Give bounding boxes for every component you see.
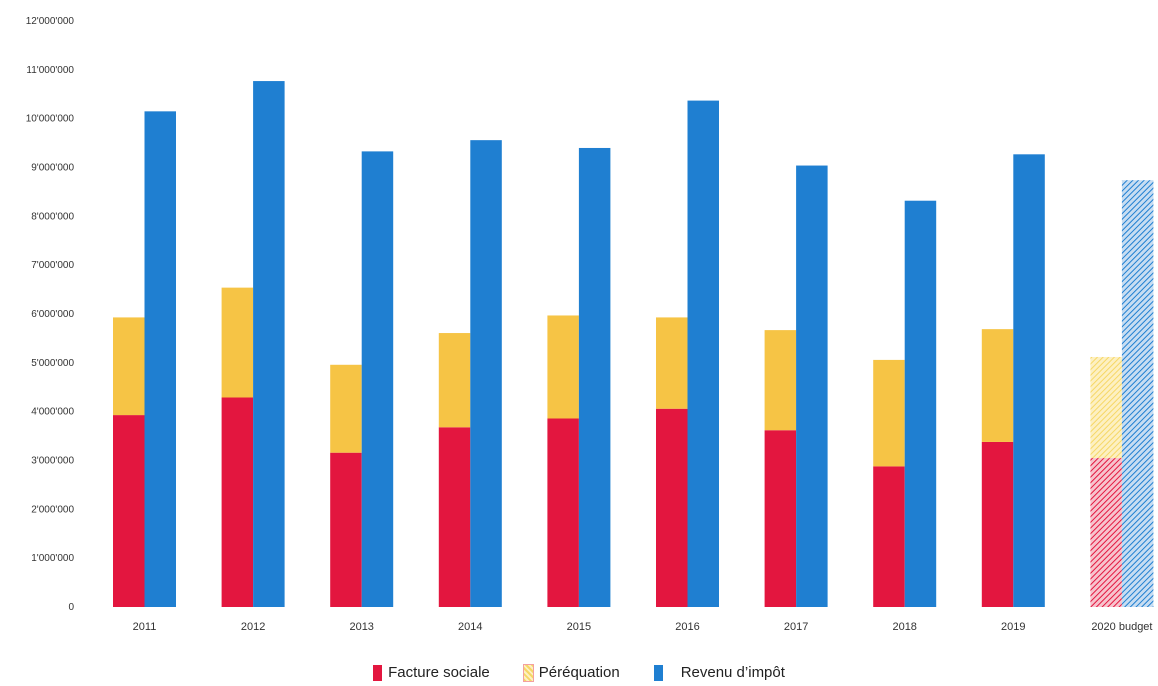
x-tick-label: 2015 — [567, 621, 591, 633]
bar-facture-sociale-2013 — [330, 452, 362, 607]
bar-revenu-impot-2012 — [253, 81, 285, 607]
legend-label-revenu-impot: Revenu d’impôt — [680, 664, 785, 681]
y-tick-label: 12'000'000 — [26, 16, 75, 27]
bar-revenu-impot-2015 — [578, 147, 611, 607]
bar-revenu-impot-2018 — [904, 200, 937, 607]
bar-perequation-2018 — [873, 359, 905, 467]
x-tick-label: 2016 — [675, 621, 699, 633]
y-axis: 0 1'000'000 2'000'000 3'000'000 4'000'000 5'0… — [26, 16, 75, 613]
legend-swatch-perequation — [522, 663, 534, 682]
bar-revenu-impot-2014 — [470, 140, 502, 608]
y-tick-label: 1'000'000 — [31, 553, 74, 564]
x-tick-label: 2017 — [784, 621, 808, 633]
legend: Facture sociale Péréquation Revenu d’imp… — [0, 663, 1158, 682]
y-tick-label: 11'000'000 — [26, 65, 74, 76]
legend-item-facture-sociale: Facture sociale — [373, 664, 490, 681]
y-tick-label: 7'000'000 — [31, 260, 74, 271]
bar-facture-sociale-2014 — [438, 427, 471, 607]
legend-label-perequation: Péréquation — [538, 664, 620, 681]
bar-revenu-impot-2013 — [361, 151, 394, 607]
bar-facture-sociale-2020-budget — [1090, 458, 1122, 607]
y-tick-label: 5'000'000 — [31, 358, 74, 369]
bar-facture-sociale-2018 — [873, 466, 905, 607]
x-tick-label: 2011 — [133, 621, 157, 633]
bars — [113, 81, 1154, 608]
bar-perequation-2016 — [656, 317, 688, 409]
bar-facture-sociale-2017 — [764, 430, 797, 607]
bar-revenu-impot-2020-budget — [1121, 180, 1154, 608]
bar-facture-sociale-2011 — [113, 415, 145, 607]
x-tick-label: 2012 — [241, 621, 265, 633]
legend-label-facture-sociale: Facture sociale — [388, 664, 490, 681]
y-tick-label: 10'000'000 — [26, 114, 75, 125]
bar-perequation-2014 — [438, 333, 471, 428]
y-tick-label: 4'000'000 — [31, 407, 74, 418]
bar-facture-sociale-2019 — [981, 441, 1014, 607]
bar-perequation-2011 — [113, 317, 145, 416]
x-axis: 2011 2012 2013 2014 2015 2016 2017 2018 2019 2020… — [133, 621, 1153, 633]
bar-perequation-2020-budget — [1090, 356, 1122, 459]
legend-swatch-facture-sociale — [373, 664, 383, 681]
x-tick-label: 2018 — [892, 621, 916, 633]
bar-perequation-2013 — [330, 364, 362, 453]
y-tick-label: 8'000'000 — [31, 211, 74, 222]
legend-swatch-revenu-impot — [653, 664, 663, 681]
bar-revenu-impot-2011 — [144, 111, 176, 607]
x-tick-label: 2013 — [349, 621, 373, 633]
x-tick-label: 2014 — [458, 621, 482, 633]
bar-perequation-2012 — [221, 287, 254, 398]
x-tick-label: 2020 budget — [1091, 621, 1152, 633]
bar-perequation-2015 — [547, 315, 579, 419]
y-tick-label: 9'000'000 — [31, 163, 74, 174]
legend-item-revenu-impot: Revenu d’impôt — [653, 664, 785, 681]
bar-revenu-impot-2019 — [1013, 154, 1045, 607]
x-tick-label: 2019 — [1001, 621, 1025, 633]
bar-perequation-2019 — [981, 329, 1014, 442]
bar-facture-sociale-2012 — [221, 397, 254, 607]
legend-item-perequation: Péréquation — [522, 663, 620, 682]
bar-facture-sociale-2016 — [656, 408, 688, 607]
y-tick-label: 3'000'000 — [31, 456, 74, 467]
bar-facture-sociale-2015 — [547, 418, 579, 607]
bar-revenu-impot-2017 — [796, 165, 828, 607]
y-tick-label: 0 — [68, 602, 74, 613]
y-tick-label: 2'000'000 — [31, 504, 74, 515]
y-tick-label: 6'000'000 — [31, 309, 74, 320]
bar-perequation-2017 — [764, 330, 797, 431]
bar-revenu-impot-2016 — [687, 100, 719, 608]
